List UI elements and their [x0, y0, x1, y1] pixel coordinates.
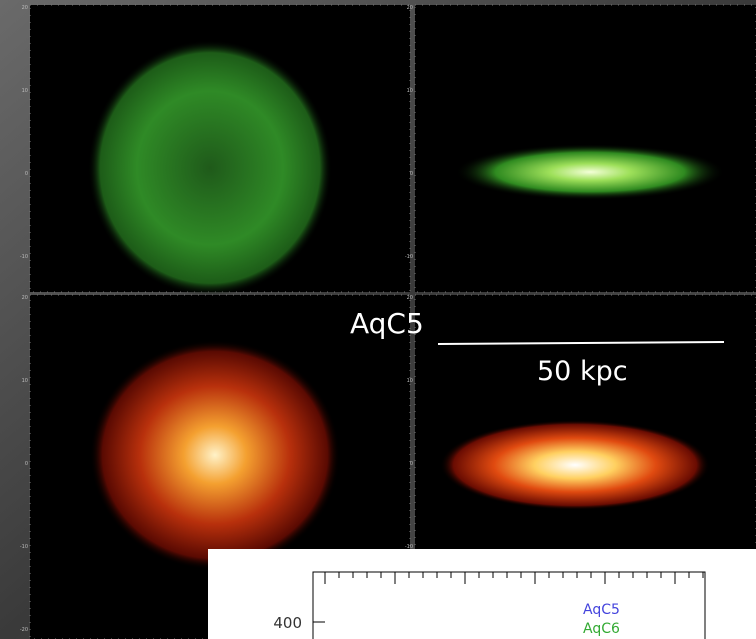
panel-tick-label: 0	[25, 171, 28, 177]
legend-entry: AqC6	[583, 621, 620, 637]
panel-tick-label: 0	[410, 171, 413, 177]
panel-tick-label: -10	[405, 544, 413, 550]
panel-tick-label: 0	[410, 461, 413, 467]
panel-tick-label: 10	[407, 378, 413, 384]
inset-background	[208, 549, 756, 639]
legend-entry: AqC5	[583, 602, 620, 618]
panel-tick-label: -10	[405, 254, 413, 260]
panel-tick-label: 20	[407, 295, 413, 301]
panel-tick-label: 20	[22, 5, 28, 11]
scale-label: 50 kpc	[537, 356, 628, 387]
axes	[312, 571, 706, 639]
galaxy-edge-on	[455, 144, 725, 200]
galaxy-face-on	[88, 40, 332, 296]
inset-chart: 400 AqC5 AqC6	[208, 549, 756, 639]
panel-tick-label: -10	[20, 254, 28, 260]
panel-tick-label: 10	[407, 88, 413, 94]
panel-tick-label: -10	[20, 544, 28, 550]
scale-bar	[437, 341, 725, 345]
minor-ticks	[324, 572, 704, 584]
label: AqC5	[350, 307, 424, 340]
panel-tick-label: -20	[20, 627, 28, 633]
panel-tick-label: 0	[25, 461, 28, 467]
panel-tick-label: 20	[407, 5, 413, 11]
stars-edge-on	[440, 420, 710, 510]
panel-tick-label: 10	[22, 88, 28, 94]
panel-tick-label: 20	[22, 295, 28, 301]
panel-tick-label: 10	[22, 378, 28, 384]
y-tick-label: 400	[273, 614, 302, 632]
stars-face-on	[90, 340, 340, 570]
